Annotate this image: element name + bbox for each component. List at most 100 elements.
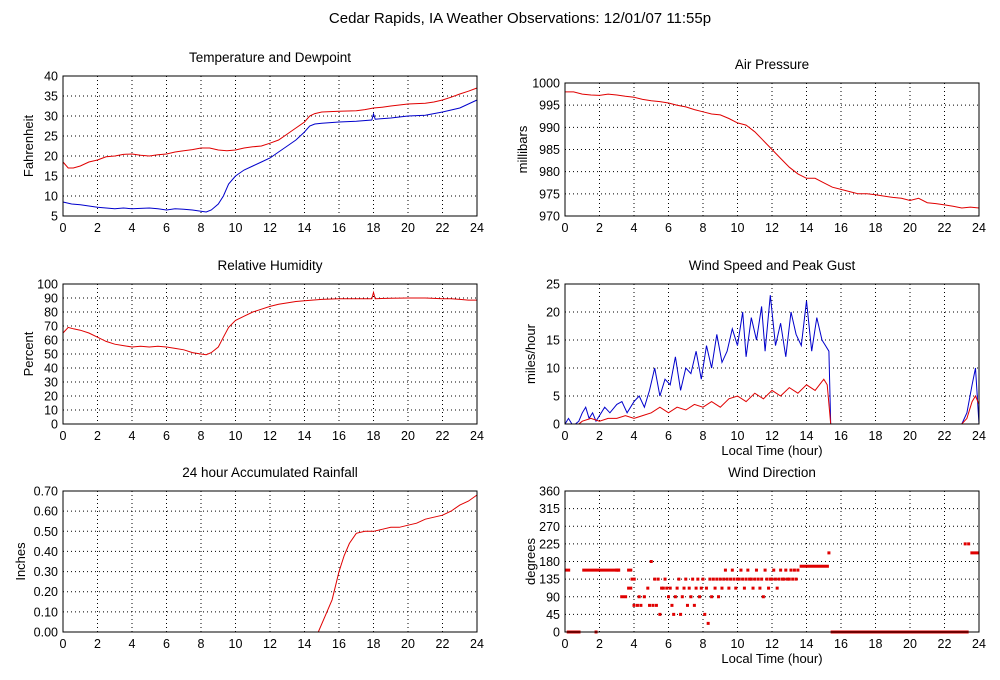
x-tick-label: 16 [834, 429, 848, 443]
direction-point [653, 577, 657, 581]
series-line-0 [62, 87, 478, 169]
direction-point [679, 612, 683, 616]
y-tick-label: 20 [546, 306, 560, 320]
x-tick-label: 14 [800, 429, 814, 443]
x-tick-label: 18 [367, 637, 381, 651]
y-tick-label: 315 [539, 502, 560, 516]
x-tick-label: 0 [562, 221, 569, 235]
direction-point [685, 603, 689, 607]
direction-point [717, 595, 721, 599]
x-tick-label: 14 [800, 221, 814, 235]
x-tick-label: 20 [401, 637, 415, 651]
y-axis-label: miles/hour [523, 323, 538, 384]
y-tick-label: 0.40 [34, 545, 58, 559]
direction-point [782, 577, 786, 581]
direction-point [687, 586, 691, 590]
y-tick-label: 20 [44, 150, 58, 164]
direction-point [701, 577, 705, 581]
direction-point [777, 577, 781, 581]
y-tick-label: 360 [539, 485, 560, 499]
direction-point [704, 586, 708, 590]
direction-point [680, 595, 684, 599]
y-tick-label: 0.60 [34, 505, 58, 519]
y-tick-label: 20 [44, 390, 58, 404]
direction-point [739, 568, 743, 572]
direction-point [673, 595, 677, 599]
x-tick-label: 2 [94, 221, 101, 235]
series-line-0 [63, 494, 478, 633]
x-tick-label: 6 [665, 429, 672, 443]
x-tick-label: 10 [229, 637, 243, 651]
x-tick-label: 20 [903, 221, 917, 235]
direction-point [654, 603, 658, 607]
direction-point [665, 586, 669, 590]
direction-point [744, 577, 748, 581]
plot-frame [62, 75, 478, 217]
direction-point [649, 560, 653, 563]
direction-point [689, 595, 693, 599]
direction-point [692, 603, 696, 607]
direction-point [789, 568, 793, 572]
direction-point [792, 568, 796, 572]
direction-point [761, 595, 765, 599]
direction-point [725, 577, 729, 581]
figure-title: Cedar Rapids, IA Weather Observations: 1… [329, 10, 711, 27]
direction-point [729, 577, 733, 581]
series-line-0 [565, 91, 980, 209]
y-tick-label: 100 [37, 278, 58, 292]
x-tick-label: 14 [298, 221, 312, 235]
y-tick-label: 0.10 [34, 605, 58, 619]
x-tick-label: 6 [163, 637, 170, 651]
direction-point [668, 586, 672, 590]
direction-point [772, 568, 776, 572]
direction-point [718, 577, 722, 581]
direction-point [706, 621, 710, 625]
direction-point [727, 586, 731, 590]
x-axis-label: Local Time (hour) [721, 651, 822, 666]
direction-point [758, 586, 762, 590]
direction-point [754, 568, 758, 572]
direction-point [748, 577, 752, 581]
direction-point [663, 577, 667, 581]
x-tick-label: 24 [972, 221, 986, 235]
direction-point [763, 568, 767, 572]
y-tick-label: 0.50 [34, 525, 58, 539]
y-tick-label: 0.20 [34, 585, 58, 599]
direction-point [648, 603, 652, 607]
direction-point [667, 595, 670, 599]
x-tick-label: 16 [834, 637, 848, 651]
y-tick-label: 30 [44, 376, 58, 390]
direction-point [646, 586, 650, 590]
y-tick-label: 995 [539, 99, 560, 113]
direction-point [794, 577, 798, 581]
direction-point [791, 577, 795, 581]
x-tick-label: 10 [229, 429, 243, 443]
x-tick-label: 20 [401, 429, 415, 443]
direction-point [963, 542, 967, 546]
direction-point [670, 603, 674, 607]
direction-point [770, 577, 774, 581]
y-tick-label: 90 [44, 292, 58, 306]
direction-point [827, 551, 831, 555]
x-tick-label: 8 [700, 637, 707, 651]
direction-point [632, 603, 636, 607]
direction-point [753, 577, 757, 581]
x-tick-label: 22 [938, 637, 952, 651]
x-tick-label: 22 [436, 637, 450, 651]
x-tick-label: 6 [665, 221, 672, 235]
y-tick-label: 25 [44, 130, 58, 144]
y-tick-label: 0 [553, 418, 560, 432]
plot-frame [564, 283, 980, 425]
x-tick-label: 24 [470, 429, 484, 443]
x-tick-label: 8 [198, 429, 205, 443]
x-tick-label: 20 [401, 221, 415, 235]
x-tick-label: 12 [263, 637, 277, 651]
direction-point [723, 568, 727, 572]
direction-point [779, 568, 783, 572]
x-tick-label: 12 [263, 221, 277, 235]
x-tick-label: 24 [470, 221, 484, 235]
x-tick-label: 6 [163, 429, 170, 443]
x-tick-label: 16 [332, 637, 346, 651]
x-tick-label: 2 [94, 429, 101, 443]
